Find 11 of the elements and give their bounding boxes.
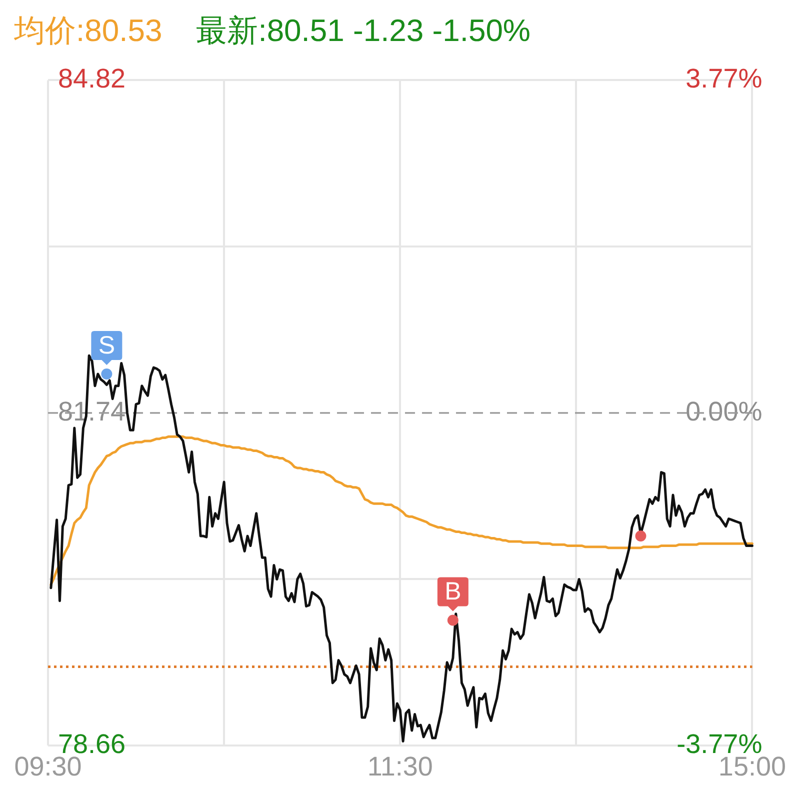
x-tick-label: 11:30 bbox=[367, 751, 433, 782]
y2-tick-label: 3.77% bbox=[686, 64, 762, 94]
annotation: B bbox=[444, 578, 462, 606]
y-tick-label: 84.82 bbox=[58, 64, 126, 94]
point bbox=[101, 368, 112, 380]
y2-tick-label: 0.00% bbox=[686, 396, 762, 426]
text: 均价:80.53 bbox=[14, 12, 162, 50]
text: 最新:80.51 -1.23 -1.50% bbox=[196, 12, 530, 50]
point bbox=[447, 614, 458, 626]
point bbox=[635, 530, 646, 542]
annotation: S bbox=[98, 331, 116, 360]
